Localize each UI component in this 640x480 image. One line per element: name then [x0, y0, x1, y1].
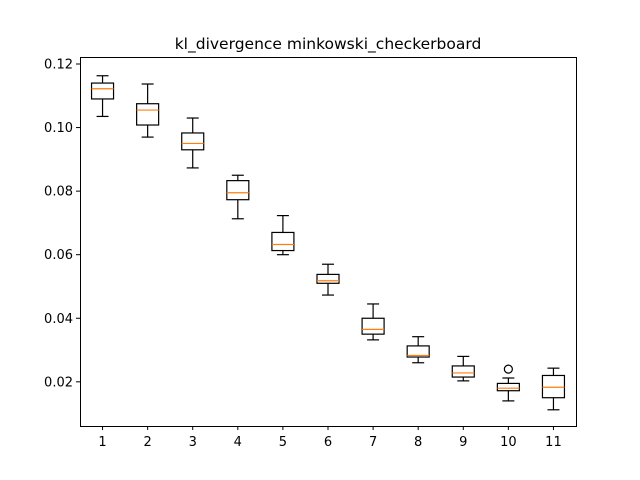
box-group [451, 355, 475, 382]
y-tick-label: 0.06 [44, 248, 73, 263]
y-tick-label: 0.08 [44, 185, 73, 200]
box [361, 317, 385, 335]
y-tick-label: 0.10 [44, 121, 73, 136]
y-tick-label: 0.04 [44, 312, 73, 327]
box-group [406, 336, 430, 364]
box-group [496, 364, 520, 402]
outlier-point [503, 364, 513, 374]
y-axis: 0.02 0.04 0.06 0.08 0.10 0.12 [44, 57, 80, 390]
x-tick-label: 3 [189, 435, 197, 450]
box [181, 132, 205, 151]
y-tick-label: 0.12 [44, 57, 73, 72]
box [316, 273, 340, 284]
x-tick-label: 1 [98, 435, 106, 450]
box-group [271, 214, 295, 256]
box-group [541, 367, 566, 411]
box [496, 382, 520, 392]
box [226, 180, 250, 201]
x-tick-label: 8 [414, 435, 422, 450]
x-tick-label: 10 [500, 435, 517, 450]
box-group [226, 174, 250, 220]
x-tick-label: 2 [143, 435, 151, 450]
x-tick-label: 11 [545, 435, 562, 450]
x-tick-label: 9 [459, 435, 467, 450]
box-group [361, 303, 385, 341]
x-tick-label: 5 [279, 435, 287, 450]
plot-area [90, 75, 566, 411]
x-tick-label: 4 [234, 435, 242, 450]
x-tick-label: 6 [324, 435, 332, 450]
box [541, 374, 566, 399]
box-group [90, 75, 115, 118]
plot-frame [80, 57, 577, 427]
box [451, 365, 475, 378]
y-tick-label: 0.02 [44, 375, 73, 390]
x-tick-label: 7 [369, 435, 377, 450]
box-group [136, 83, 160, 138]
chart-title: kl_divergence minkowski_checkerboard [175, 35, 482, 54]
box [136, 103, 160, 126]
box-group [316, 263, 340, 296]
box [406, 345, 430, 358]
box [271, 231, 295, 252]
box [90, 82, 115, 100]
box-group [181, 117, 205, 169]
